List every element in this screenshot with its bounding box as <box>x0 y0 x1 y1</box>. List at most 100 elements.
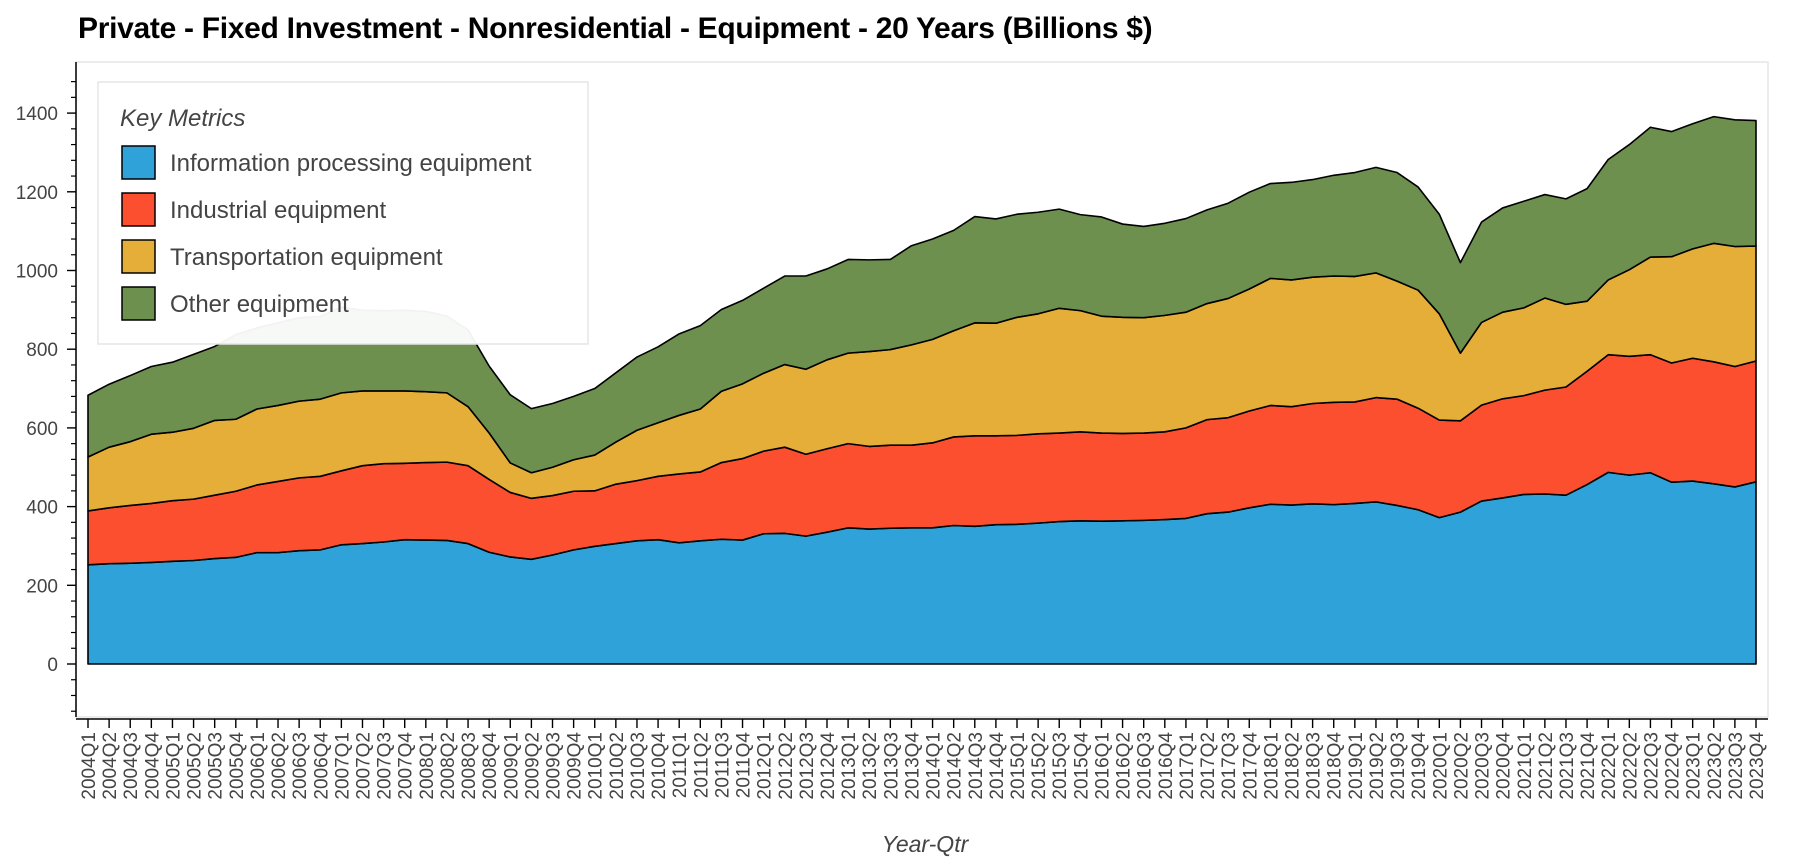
legend-swatch-transportation-equipment <box>121 239 156 274</box>
x-tick-label: 2016Q3 <box>1135 732 1156 800</box>
legend-swatch-information-processing-equipment <box>121 145 156 180</box>
x-tick-label: 2021Q1 <box>1515 732 1536 800</box>
y-tick-label: 1400 <box>16 104 58 125</box>
x-tick-label: 2008Q3 <box>459 732 480 800</box>
x-tick-label: 2006Q4 <box>311 732 332 800</box>
x-tick-label: 2019Q2 <box>1367 732 1388 800</box>
x-tick-label: 2015Q2 <box>1029 732 1050 800</box>
x-tick-label: 2008Q2 <box>438 732 459 800</box>
x-tick-label: 2018Q2 <box>1282 732 1303 800</box>
legend-title: Key Metrics <box>120 105 245 132</box>
x-tick-label: 2004Q2 <box>100 732 121 800</box>
x-tick-label: 2019Q4 <box>1409 732 1430 800</box>
x-tick-label: 2015Q1 <box>1008 732 1029 800</box>
legend-label-other-equipment: Other equipment <box>170 291 349 318</box>
x-tick-label: 2009Q4 <box>565 732 586 800</box>
x-tick-label: 2022Q3 <box>1641 732 1662 800</box>
x-tick-label: 2005Q1 <box>163 732 184 800</box>
x-tick-label: 2007Q2 <box>353 732 374 800</box>
areas-layer <box>87 115 1757 665</box>
x-tick-label: 2014Q3 <box>966 732 987 800</box>
x-tick-label: 2016Q2 <box>1114 732 1135 800</box>
x-tick-label: 2015Q3 <box>1050 732 1071 800</box>
legend-swatch-industrial-equipment <box>121 192 156 227</box>
x-tick-label: 2016Q4 <box>1156 732 1177 800</box>
x-tick-label: 2009Q3 <box>544 732 565 800</box>
chart-title: Private - Fixed Investment - Nonresident… <box>78 12 1153 45</box>
x-tick-label: 2013Q3 <box>881 732 902 800</box>
y-tick-label: 600 <box>26 419 58 440</box>
x-tick-label: 2012Q3 <box>797 732 818 800</box>
x-tick-label: 2015Q4 <box>1071 732 1092 800</box>
x-tick-label: 2021Q3 <box>1557 732 1578 800</box>
x-tick-label: 2023Q3 <box>1726 732 1747 800</box>
x-tick-label: 2004Q1 <box>79 732 100 800</box>
x-tick-label: 2017Q1 <box>1177 732 1198 800</box>
x-tick-label: 2017Q3 <box>1219 732 1240 800</box>
x-tick-label: 2014Q4 <box>987 732 1008 800</box>
x-tick-label: 2008Q4 <box>480 732 501 800</box>
x-tick-label: 2007Q1 <box>332 732 353 800</box>
x-tick-label: 2020Q3 <box>1473 732 1494 800</box>
x-tick-label: 2009Q2 <box>522 732 543 800</box>
x-tick-label: 2020Q4 <box>1494 732 1515 800</box>
x-tick-label: 2023Q1 <box>1684 732 1705 800</box>
x-tick-label: 2022Q4 <box>1663 732 1684 800</box>
x-tick-label: 2005Q2 <box>185 732 206 800</box>
x-tick-label: 2021Q2 <box>1536 732 1557 800</box>
x-tick-label: 2012Q4 <box>818 732 839 800</box>
x-tick-label: 2020Q2 <box>1451 732 1472 800</box>
y-axis: 0 200 400 600 800 1000 1200 1400 <box>16 62 77 717</box>
x-tick-label: 2022Q1 <box>1599 732 1620 800</box>
y-tick-label: 800 <box>26 340 58 361</box>
legend-label-transportation-equipment: Transportation equipment <box>170 244 443 271</box>
x-tick-label: 2004Q4 <box>142 732 163 800</box>
y-tick-label: 400 <box>26 498 58 519</box>
x-tick-label: 2021Q4 <box>1578 732 1599 800</box>
x-tick-label: 2014Q2 <box>945 732 966 800</box>
x-tick-label: 2019Q3 <box>1388 732 1409 800</box>
x-tick-label: 2005Q4 <box>227 732 248 800</box>
x-tick-label: 2010Q2 <box>607 732 628 800</box>
x-axis: 2004Q1 2004Q2 2004Q3 2004Q4 2005Q1 2005Q2 2005… <box>76 718 1768 800</box>
legend-box <box>97 81 589 345</box>
x-tick-label: 2020Q1 <box>1430 732 1451 800</box>
x-tick-label: 2013Q1 <box>839 732 860 800</box>
x-tick-label: 2004Q3 <box>121 732 142 800</box>
x-tick-label: 2011Q4 <box>734 732 755 799</box>
x-tick-label: 2018Q3 <box>1304 732 1325 800</box>
y-tick-label: 0 <box>47 655 58 676</box>
x-tick-label: 2012Q1 <box>755 732 776 800</box>
y-tick-label: 1200 <box>16 183 58 204</box>
x-tick-label: 2011Q1 <box>670 732 691 798</box>
x-axis-title: Year-Qtr <box>882 831 970 857</box>
x-tick-label: 2014Q1 <box>924 732 945 800</box>
y-tick-label: 1000 <box>16 262 58 283</box>
y-tick-label: 200 <box>26 576 58 597</box>
x-tick-label: 2008Q1 <box>417 732 438 800</box>
x-tick-label: 2010Q3 <box>628 732 649 800</box>
legend-label-industrial-equipment: Industrial equipment <box>170 197 386 224</box>
x-tick-label: 2005Q3 <box>206 732 227 800</box>
x-tick-label: 2010Q4 <box>649 732 670 800</box>
x-tick-label: 2013Q2 <box>860 732 881 800</box>
x-tick-label: 2009Q1 <box>501 732 522 800</box>
legend-label-information-processing-equipment: Information processing equipment <box>170 150 532 177</box>
x-tick-label: 2022Q2 <box>1620 732 1641 800</box>
x-tick-label: 2018Q1 <box>1261 732 1282 800</box>
x-tick-label: 2007Q4 <box>396 732 417 800</box>
x-tick-label: 2017Q4 <box>1240 732 1261 800</box>
x-tick-label: 2006Q2 <box>269 732 290 800</box>
x-tick-label: 2018Q4 <box>1325 732 1346 800</box>
x-tick-label: 2019Q1 <box>1346 732 1367 800</box>
x-tick-label: 2016Q1 <box>1092 732 1113 800</box>
legend-swatch-other-equipment <box>121 286 156 321</box>
x-tick-label: 2011Q2 <box>691 732 712 798</box>
x-tick-label: 2007Q3 <box>375 732 396 800</box>
x-tick-label: 2013Q4 <box>902 732 923 800</box>
x-tick-label: 2011Q3 <box>712 732 733 798</box>
x-tick-label: 2006Q1 <box>248 732 269 800</box>
series-area-other-equipment <box>87 115 1757 474</box>
legend: Key Metrics Information processing equipm… <box>97 81 589 345</box>
